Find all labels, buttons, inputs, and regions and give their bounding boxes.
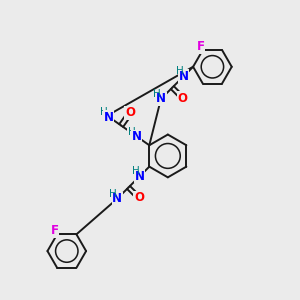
Text: O: O: [178, 92, 188, 105]
Text: F: F: [196, 40, 204, 53]
Text: O: O: [125, 106, 135, 119]
Text: H: H: [132, 166, 140, 176]
Text: H: H: [128, 127, 136, 137]
Text: N: N: [156, 92, 166, 105]
Text: H: H: [100, 107, 107, 117]
Text: O: O: [134, 191, 144, 205]
Text: H: H: [176, 67, 183, 76]
Text: N: N: [112, 192, 122, 205]
Text: N: N: [132, 130, 142, 143]
Text: F: F: [51, 224, 59, 237]
Text: H: H: [153, 89, 161, 99]
Text: N: N: [135, 169, 145, 183]
Text: N: N: [178, 70, 189, 83]
Text: H: H: [109, 189, 117, 199]
Text: N: N: [103, 111, 114, 124]
